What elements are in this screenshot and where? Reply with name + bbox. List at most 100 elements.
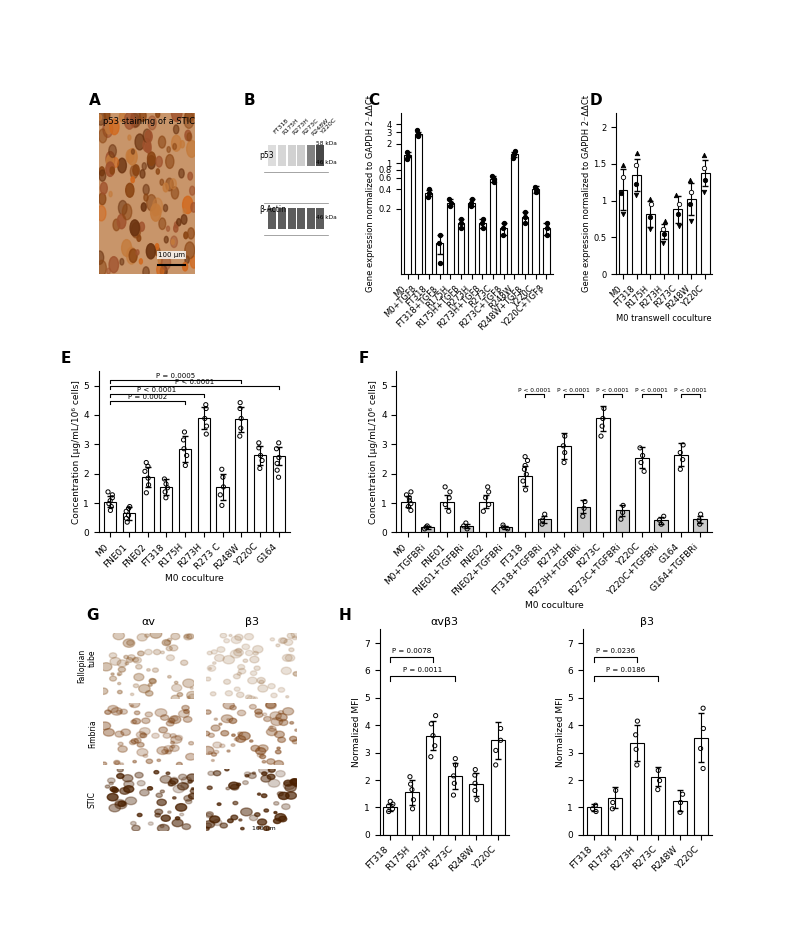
Point xyxy=(498,520,510,535)
Point xyxy=(254,448,267,463)
Circle shape xyxy=(187,141,197,158)
Point xyxy=(200,401,213,416)
Point xyxy=(519,449,532,464)
Point xyxy=(479,491,492,506)
Bar xyxy=(404,155,411,938)
Point xyxy=(694,517,706,532)
Circle shape xyxy=(99,193,106,204)
Point xyxy=(445,195,457,210)
Circle shape xyxy=(156,157,162,167)
Point xyxy=(638,463,650,478)
Bar xyxy=(426,193,433,938)
Circle shape xyxy=(144,194,148,201)
Bar xyxy=(297,144,305,166)
Point xyxy=(494,721,507,736)
Circle shape xyxy=(137,235,141,241)
Circle shape xyxy=(129,249,137,263)
Bar xyxy=(608,798,623,835)
Circle shape xyxy=(143,266,149,278)
Point xyxy=(519,482,532,497)
Point xyxy=(490,758,502,773)
Point xyxy=(216,498,229,513)
Text: P < 0.0001: P < 0.0001 xyxy=(558,388,590,393)
Text: 46 kDa: 46 kDa xyxy=(316,215,337,220)
Point xyxy=(683,173,696,188)
Point xyxy=(402,499,414,514)
Point xyxy=(430,708,442,723)
Point xyxy=(178,441,191,456)
Point xyxy=(142,471,154,486)
Point xyxy=(630,188,643,203)
Point xyxy=(475,216,488,231)
Text: 100 μm: 100 μm xyxy=(158,252,185,258)
Circle shape xyxy=(127,148,137,165)
Bar xyxy=(297,208,305,229)
Circle shape xyxy=(122,239,131,256)
Point xyxy=(615,512,627,527)
Bar xyxy=(701,173,710,274)
Circle shape xyxy=(176,219,181,226)
Circle shape xyxy=(109,257,119,273)
Circle shape xyxy=(146,146,151,154)
Bar xyxy=(615,510,629,533)
Point xyxy=(476,211,489,226)
Circle shape xyxy=(110,167,114,174)
Point xyxy=(517,474,529,489)
Point xyxy=(653,512,666,527)
Circle shape xyxy=(158,257,162,264)
Point xyxy=(653,773,666,788)
Point xyxy=(655,517,668,532)
Bar xyxy=(479,502,493,533)
Text: p53: p53 xyxy=(259,151,274,159)
Circle shape xyxy=(166,226,169,232)
Point xyxy=(677,437,690,452)
Point xyxy=(403,493,416,508)
Point xyxy=(541,221,554,236)
Point xyxy=(699,173,712,188)
Circle shape xyxy=(175,221,178,228)
Text: P < 0.0001: P < 0.0001 xyxy=(635,388,668,393)
Bar xyxy=(694,737,708,835)
Circle shape xyxy=(131,113,139,128)
Point xyxy=(558,429,571,444)
Circle shape xyxy=(104,110,110,119)
Point xyxy=(617,498,630,513)
Circle shape xyxy=(142,162,146,170)
Point xyxy=(674,795,687,810)
Point xyxy=(455,211,467,226)
Point xyxy=(519,216,532,231)
Point xyxy=(497,518,509,533)
Bar xyxy=(405,793,418,835)
Point xyxy=(469,762,482,777)
Bar xyxy=(687,199,696,274)
Circle shape xyxy=(106,152,115,166)
Point xyxy=(407,793,420,808)
Point xyxy=(557,438,570,453)
Point xyxy=(657,235,669,250)
Circle shape xyxy=(97,110,105,125)
Circle shape xyxy=(165,236,168,243)
Circle shape xyxy=(110,119,119,135)
Point xyxy=(528,179,541,194)
Point xyxy=(509,144,521,159)
Point xyxy=(630,758,643,773)
Point xyxy=(672,219,685,234)
Point xyxy=(102,484,115,499)
Circle shape xyxy=(185,256,189,264)
Circle shape xyxy=(172,239,174,245)
Text: B: B xyxy=(244,93,255,108)
Point xyxy=(447,788,460,803)
Circle shape xyxy=(185,242,195,259)
Point xyxy=(607,795,619,810)
Bar xyxy=(436,243,443,938)
Point xyxy=(439,479,452,494)
Point xyxy=(433,235,446,250)
Text: P = 0.0005: P = 0.0005 xyxy=(156,373,195,379)
Text: H: H xyxy=(339,608,351,623)
Point xyxy=(179,458,191,473)
Circle shape xyxy=(118,159,127,173)
Point xyxy=(120,504,133,519)
Point xyxy=(271,456,283,471)
Point xyxy=(630,177,642,192)
Title: β3: β3 xyxy=(641,617,654,628)
